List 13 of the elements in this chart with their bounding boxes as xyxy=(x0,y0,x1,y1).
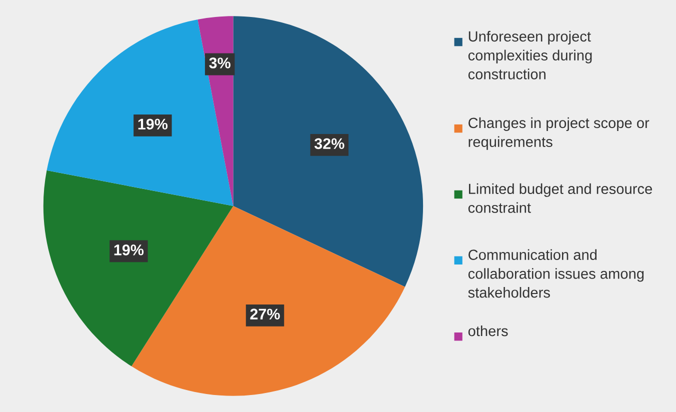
legend-label: Limited budget and resource constraint xyxy=(468,183,652,213)
data-label: 32% xyxy=(314,138,344,150)
legend-label: Communication and collaboration issues among stakeholders xyxy=(468,249,644,298)
data-label: 27% xyxy=(250,308,280,320)
pie-slice xyxy=(46,20,234,206)
legend-label: Unforeseen project complexities during construction xyxy=(468,30,592,80)
data-label: 19% xyxy=(138,118,168,130)
data-label: 3% xyxy=(209,58,230,68)
data-label: 19% xyxy=(114,244,144,256)
pie-slice xyxy=(233,16,424,287)
pie-slice xyxy=(43,170,234,366)
legend-label: others xyxy=(468,325,508,336)
legend-label: Changes in project scope or requirements xyxy=(468,117,650,150)
